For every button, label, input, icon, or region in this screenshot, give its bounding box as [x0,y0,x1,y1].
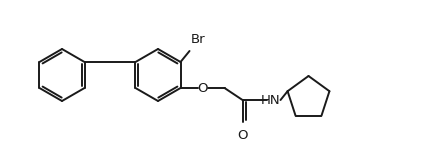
Text: O: O [237,129,248,142]
Text: O: O [197,82,208,95]
Text: HN: HN [261,93,280,106]
Text: Br: Br [190,33,205,46]
